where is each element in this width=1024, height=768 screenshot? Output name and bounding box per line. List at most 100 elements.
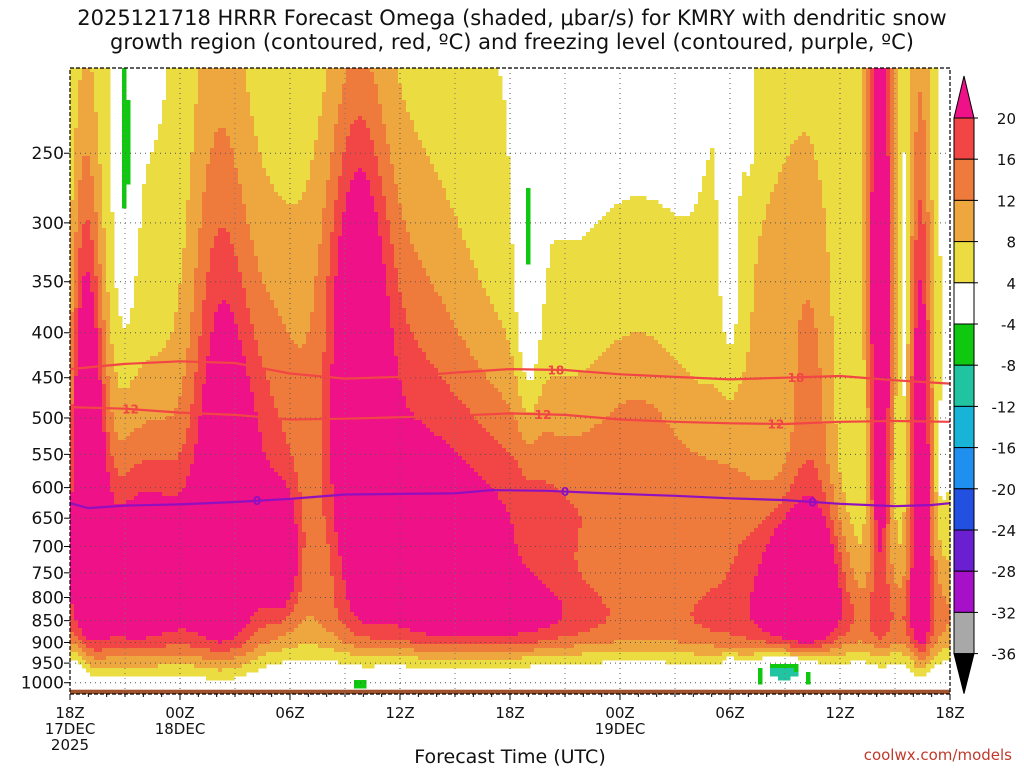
omega-cell	[494, 644, 499, 653]
omega-cell	[478, 424, 483, 477]
omega-cell	[854, 644, 859, 653]
omega-cell	[826, 656, 831, 665]
y-tick-label: 550	[32, 445, 64, 465]
omega-cell	[554, 648, 559, 657]
omega-cell	[378, 648, 383, 657]
omega-cell	[386, 68, 391, 145]
omega-cell	[890, 612, 895, 621]
omega-cell	[762, 220, 767, 481]
omega-cell	[590, 364, 595, 429]
omega-cell	[150, 668, 155, 677]
omega-cell	[578, 656, 583, 665]
omega-cell	[546, 648, 551, 657]
omega-cell	[802, 644, 807, 649]
omega-cell	[578, 572, 583, 633]
omega-cell	[630, 652, 635, 661]
omega-cell	[214, 132, 219, 237]
omega-cell	[334, 636, 339, 653]
omega-cell	[738, 384, 743, 473]
omega-cell	[578, 632, 583, 645]
omega-cell	[90, 656, 95, 669]
omega-cell	[598, 652, 603, 665]
omega-cell	[74, 376, 79, 621]
omega-cell	[498, 500, 503, 637]
chart-title-line-1: 2025121718 HRRR Forecast Omega (shaded, …	[77, 6, 947, 30]
omega-cell	[302, 344, 307, 533]
omega-cell	[778, 648, 783, 653]
omega-cell	[602, 624, 607, 645]
omega-cell	[354, 120, 359, 173]
omega-cell	[722, 648, 727, 653]
omega-cell	[758, 68, 763, 237]
omega-cell	[354, 68, 359, 121]
omega-cell	[918, 68, 923, 93]
omega-cell	[498, 660, 503, 669]
omega-cell	[510, 636, 515, 645]
omega-cell	[790, 648, 795, 653]
omega-cell	[914, 640, 919, 649]
omega-cell	[686, 372, 691, 449]
omega-cell	[626, 336, 631, 401]
omega-cell	[246, 624, 251, 641]
omega-cell	[802, 652, 807, 657]
omega-cell	[730, 648, 735, 653]
omega-cell	[454, 660, 459, 669]
omega-cell	[210, 668, 215, 681]
omega-cell	[278, 624, 283, 637]
omega-cell	[110, 636, 115, 649]
omega-cell	[578, 372, 583, 437]
omega-cell	[622, 652, 627, 661]
omega-cell	[402, 656, 407, 665]
omega-cell	[862, 652, 867, 661]
omega-cell	[582, 652, 587, 665]
omega-cell	[758, 640, 763, 649]
omega-cell	[122, 68, 127, 209]
omega-cell	[402, 68, 407, 101]
omega-cell	[206, 272, 211, 357]
omega-cell	[530, 632, 535, 645]
omega-cell	[238, 272, 243, 341]
omega-cell	[450, 320, 455, 393]
contour-label: 18	[547, 363, 564, 377]
omega-cell	[126, 100, 131, 185]
omega-cell	[778, 668, 783, 681]
omega-cell	[750, 656, 755, 661]
omega-cell	[418, 632, 423, 645]
omega-cell	[302, 644, 307, 661]
omega-cell	[246, 224, 251, 309]
omega-cell	[78, 648, 83, 657]
omega-cell	[262, 628, 267, 645]
omega-cell	[230, 640, 235, 649]
omega-cell	[130, 640, 135, 649]
omega-cell	[934, 492, 939, 561]
omega-cell	[734, 636, 739, 649]
omega-cell	[458, 660, 463, 669]
omega-cell	[450, 660, 455, 669]
omega-cell	[926, 632, 931, 645]
omega-cell	[86, 640, 91, 649]
contour-label: 0	[253, 494, 261, 508]
omega-cell	[370, 140, 375, 197]
omega-cell	[238, 68, 243, 185]
omega-cell	[442, 652, 447, 661]
omega-cell	[166, 656, 171, 665]
omega-cell	[910, 660, 915, 673]
omega-cell	[146, 360, 151, 421]
omega-cell	[574, 508, 579, 553]
colorbar-bin	[953, 405, 975, 449]
omega-cell	[130, 668, 135, 677]
omega-cell	[538, 628, 543, 641]
omega-cell	[910, 652, 915, 661]
omega-cell	[794, 380, 799, 477]
omega-cell	[174, 496, 179, 633]
omega-cell	[82, 660, 87, 669]
omega-cell	[738, 196, 743, 385]
omega-cell	[690, 652, 695, 665]
omega-cell	[838, 552, 843, 589]
omega-cell	[350, 632, 355, 645]
omega-cell	[462, 404, 467, 461]
omega-cell	[442, 440, 447, 637]
colorbar-label: -24	[992, 522, 1017, 540]
omega-cell	[542, 384, 547, 433]
